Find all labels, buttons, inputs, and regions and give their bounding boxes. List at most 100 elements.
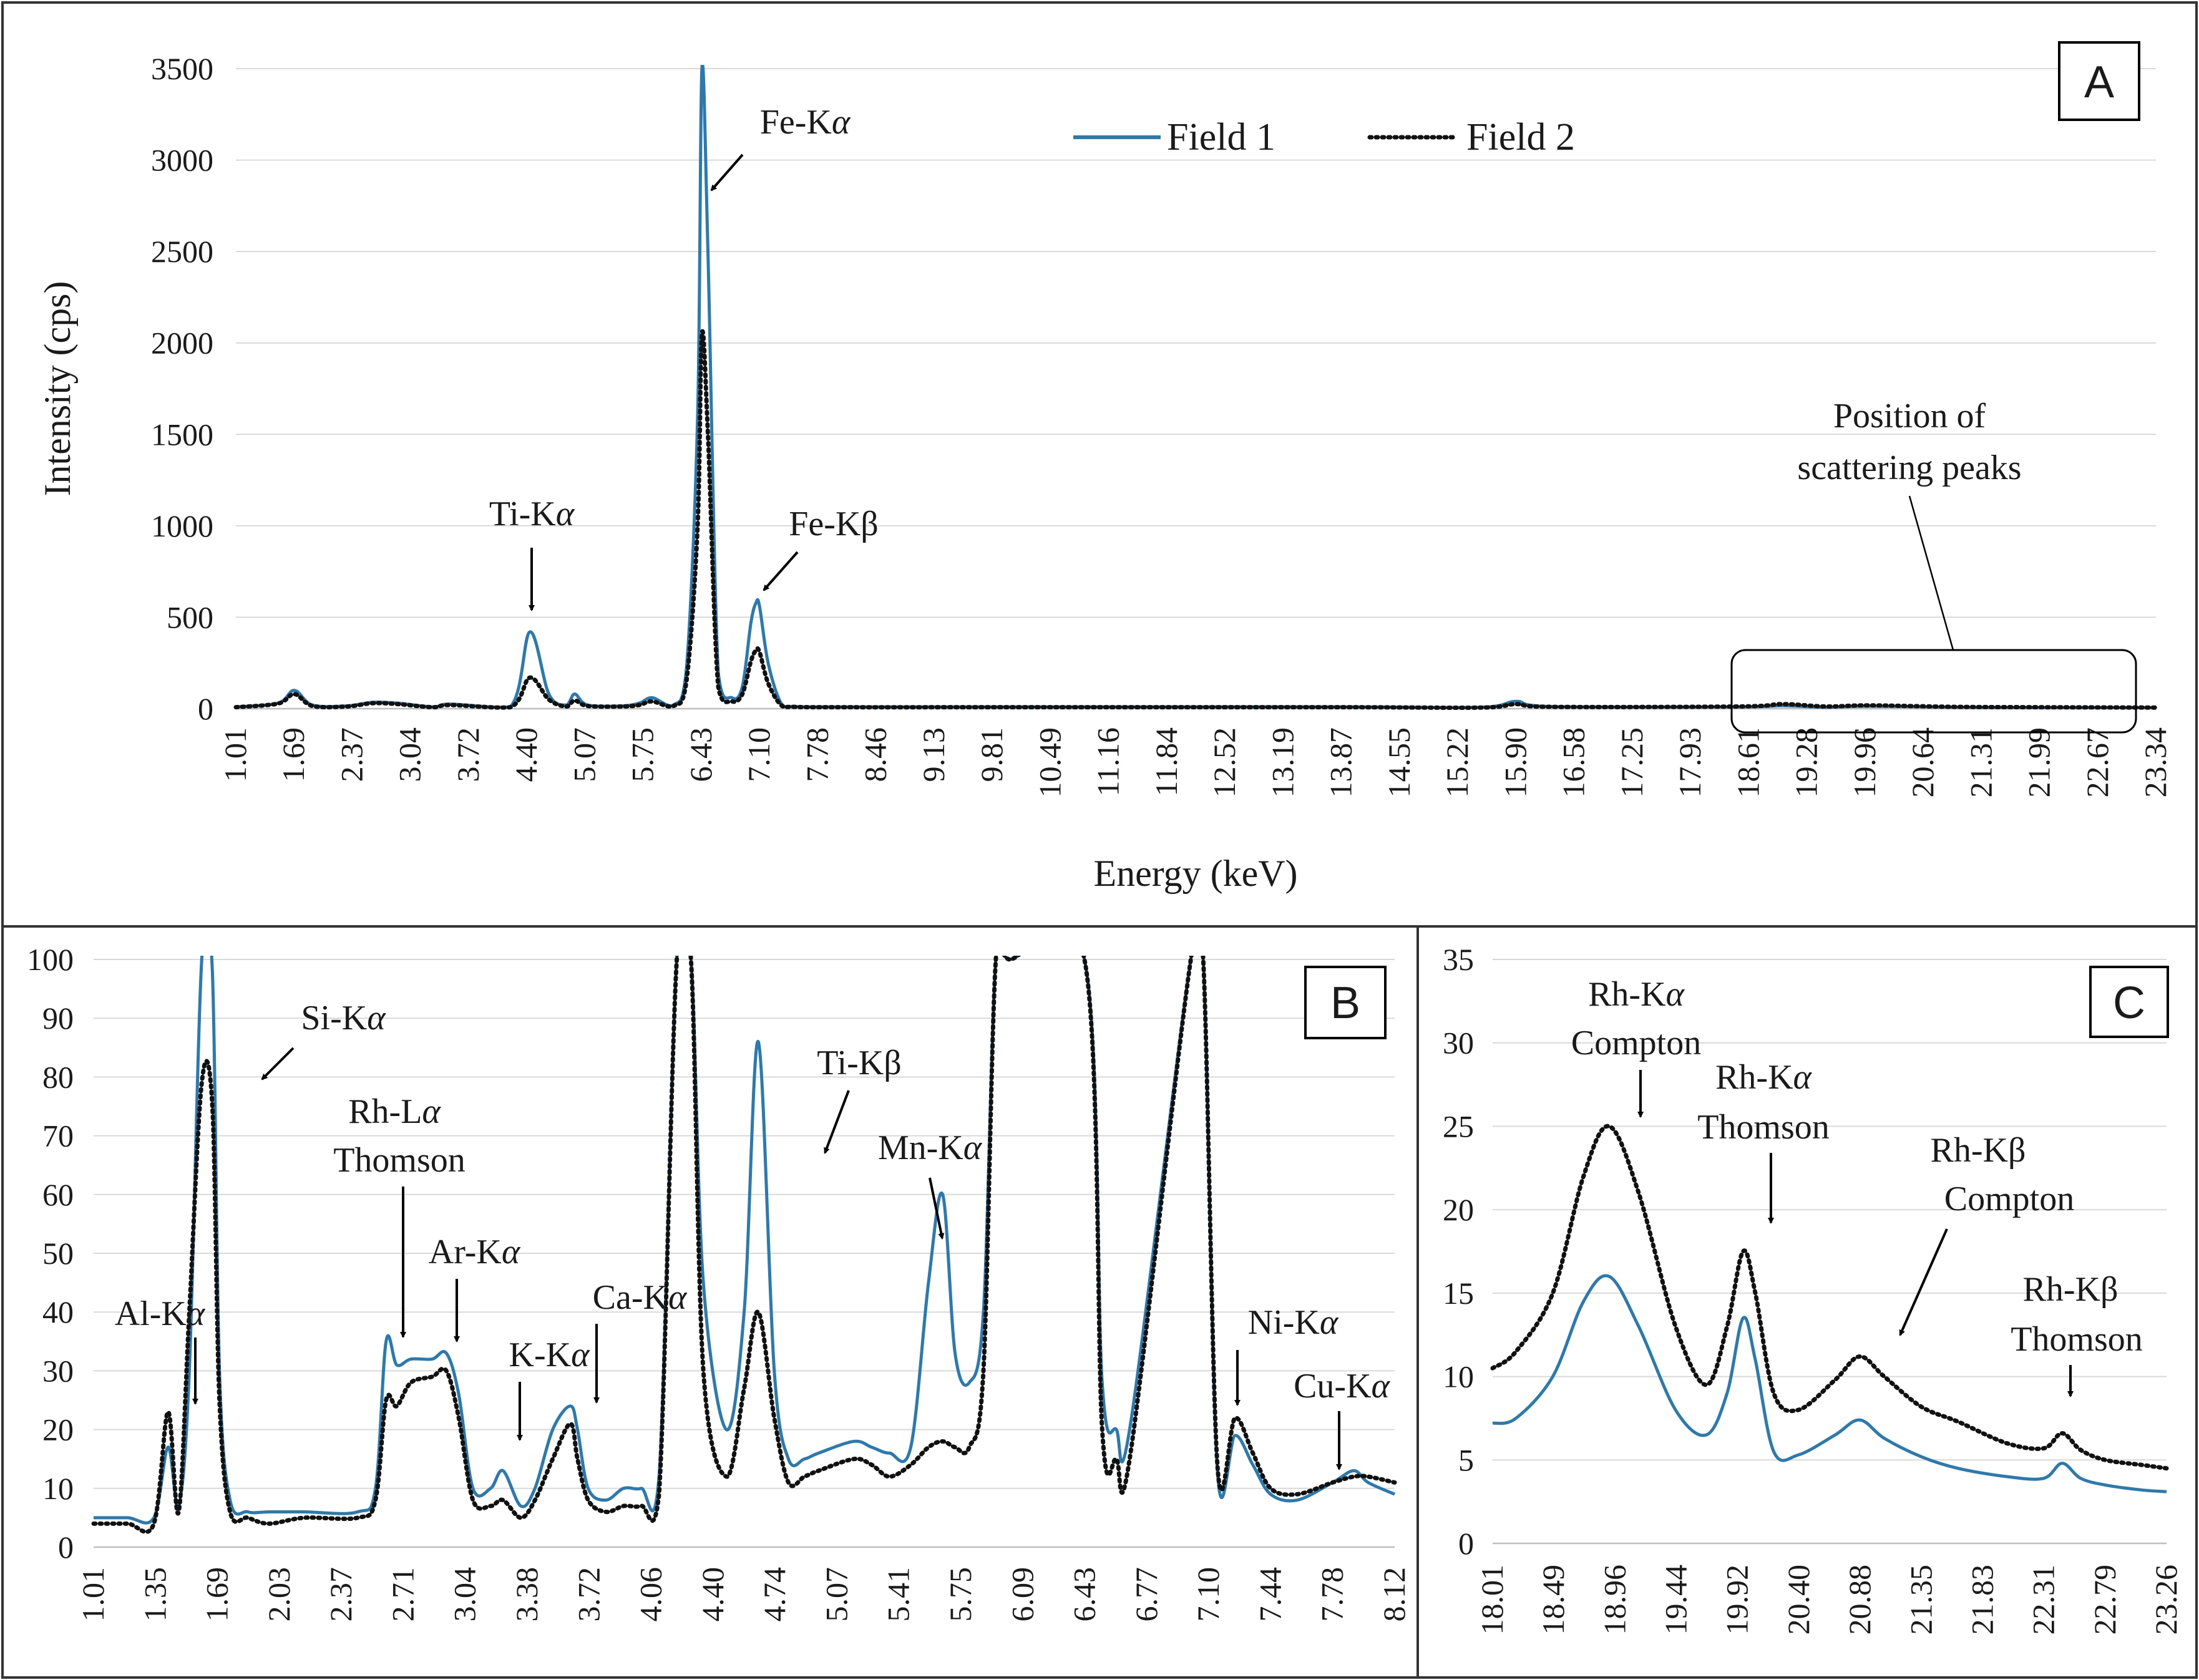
annotation-al-ka-prefix: Al-K [115,1294,187,1333]
series-field-1-line [1492,1274,2167,1493]
annotation-ar-ka-prefix: Ar-K [429,1233,502,1271]
x-tick-label: 6.43 [1067,1567,1102,1622]
x-tick-label: 22.79 [2087,1565,2122,1635]
x-tick-label: 23.26 [2148,1565,2183,1635]
x-tick-label: 2.37 [334,727,369,782]
y-tick-label: 35 [1443,942,1474,977]
x-tick-label: 6.43 [683,727,718,782]
x-tick-label: 18.61 [1730,727,1765,798]
annotation-ti-kb: Ti-Kβ [817,1044,901,1082]
arrow-ti-kb [824,1090,850,1154]
x-tick-label: 17.93 [1672,727,1707,798]
annotation-k-ka-greek: α [571,1336,590,1374]
panel-a-label-box [2058,41,2140,121]
x-tick-label: 6.77 [1129,1567,1164,1622]
x-tick-label: 3.04 [447,1567,482,1622]
annotation-rh-ka-compton-prefix: Rh-K [1588,975,1665,1014]
annotation-ni-ka-greek: α [1320,1303,1339,1342]
y-tick-label: 60 [42,1177,74,1212]
annotation-mn-ka-prefix: Mn-K [878,1129,963,1167]
x-tick-label: 10.49 [1032,727,1067,798]
panel-c: 0 5 10 15 20 25 30 35 18.01 18.49 18.96 19.44 19.92 2… [1443,942,2183,1635]
y-tick-label: 2500 [151,234,213,269]
series-field-2-line [233,329,2158,710]
panel-a-letter: A [2084,57,2114,107]
annotation-rh-kb-compton-greek: β [2008,1131,2026,1170]
x-tick-label: 18.49 [1536,1565,1571,1635]
y-tick-label: 500 [167,600,213,634]
x-tick-label: 23.34 [2138,727,2173,798]
x-tick-label: 21.83 [1964,1565,1999,1635]
x-tick-label: 7.10 [741,727,776,782]
x-tick-label: 5.75 [625,727,660,782]
x-tick-label: 15.90 [1498,727,1533,798]
panel-b-label-box [1304,966,1387,1039]
series-field-1-line [235,65,2157,709]
annotation-ti-kb-greek: β [884,1044,902,1082]
x-tick-label: 1.35 [137,1567,172,1622]
x-tick-label: 7.10 [1191,1567,1226,1622]
x-tick-label: 3.72 [571,1567,606,1622]
annotation-ca-ka: Ca-Kα [593,1278,688,1317]
y-tick-label: 80 [42,1059,74,1094]
annotation-rh-kb-compton: Rh-Kβ [1931,1131,2026,1170]
y-tick-label: 10 [1443,1359,1474,1394]
x-tick-label: 4.40 [695,1567,730,1622]
annotation-scatter-line1: Position of [1833,397,1986,435]
x-tick-label: 8.12 [1377,1567,1412,1622]
annotation-cu-ka-greek: α [1372,1367,1391,1406]
x-tick-label: 20.64 [1905,727,1940,798]
x-tick-label: 19.96 [1847,727,1882,798]
y-tick-label: 70 [42,1119,74,1153]
annotation-mn-ka-greek: α [963,1129,983,1167]
y-tick-label: 30 [1443,1026,1474,1061]
annotation-rh-ka-thomson-greek: α [1793,1058,1813,1097]
y-tick-label: 0 [1458,1526,1474,1561]
x-tick-label: 3.38 [509,1567,544,1622]
x-tick-label: 21.99 [2022,727,2057,798]
panel-c-letter: C [2113,978,2145,1028]
series-field-2-line [91,956,1397,1534]
annotation-fe-kb-greek: β [861,505,879,543]
panel-b-letter: B [1330,978,1360,1028]
y-tick-label: 20 [1443,1192,1474,1227]
x-tick-label: 5.41 [881,1567,916,1622]
x-tick-label: 21.35 [1903,1565,1938,1635]
x-tick-label: 5.75 [943,1567,978,1622]
y-tick-label: 1500 [151,417,213,452]
x-tick-label: 7.44 [1252,1567,1287,1622]
y-tick-label: 3000 [151,143,213,178]
x-tick-label: 16.58 [1556,727,1591,798]
annotation-ti-kb-prefix: Ti-K [817,1044,884,1082]
x-tick-label: 5.07 [567,727,602,782]
scatter-region-box [1730,649,2137,734]
annotation-ti-ka: Ti-Kα [489,495,575,533]
annotation-rh-ka-compton: Rh-Kα [1588,975,1685,1014]
y-tick-label: 5 [1458,1442,1474,1477]
x-tick-label: 17.25 [1614,727,1649,798]
x-tick-label: 19.92 [1720,1565,1755,1635]
x-tick-label: 18.01 [1475,1565,1509,1635]
x-tick-label: 1.69 [200,1567,235,1622]
annotation-rh-la-prefix: Rh-L [348,1092,422,1131]
x-tick-label: 1.01 [218,727,253,782]
annotation-cu-ka: Cu-Kα [1294,1367,1390,1406]
x-tick-label: 20.40 [1781,1565,1816,1635]
legend-field-1-label: Field 1 [1167,116,1275,158]
annotation-ca-ka-prefix: Ca-K [593,1278,668,1317]
annotation-si-ka-greek: α [367,999,386,1037]
annotation-rh-ka-thomson: Rh-Kα [1715,1058,1812,1097]
annotation-ar-ka: Ar-Kα [429,1233,521,1271]
series-field-1-line [94,956,1396,1525]
y-tick-label: 50 [42,1236,74,1271]
x-tick-label: 3.04 [393,727,427,782]
x-tick-label: 11.84 [1149,727,1184,797]
x-tick-label: 4.06 [633,1567,668,1622]
annotation-rh-kb-thomson-prefix: Rh-K [2023,1270,2100,1309]
x-axis-title: Energy (keV) [1093,853,1297,894]
x-tick-label: 3.72 [451,727,485,782]
y-tick-label: 10 [42,1471,74,1506]
y-tick-label: 15 [1443,1276,1474,1311]
panel-a: 0 500 1000 1500 2000 2500 3000 3500 1.01 1.69 2.37… [37,41,2173,894]
